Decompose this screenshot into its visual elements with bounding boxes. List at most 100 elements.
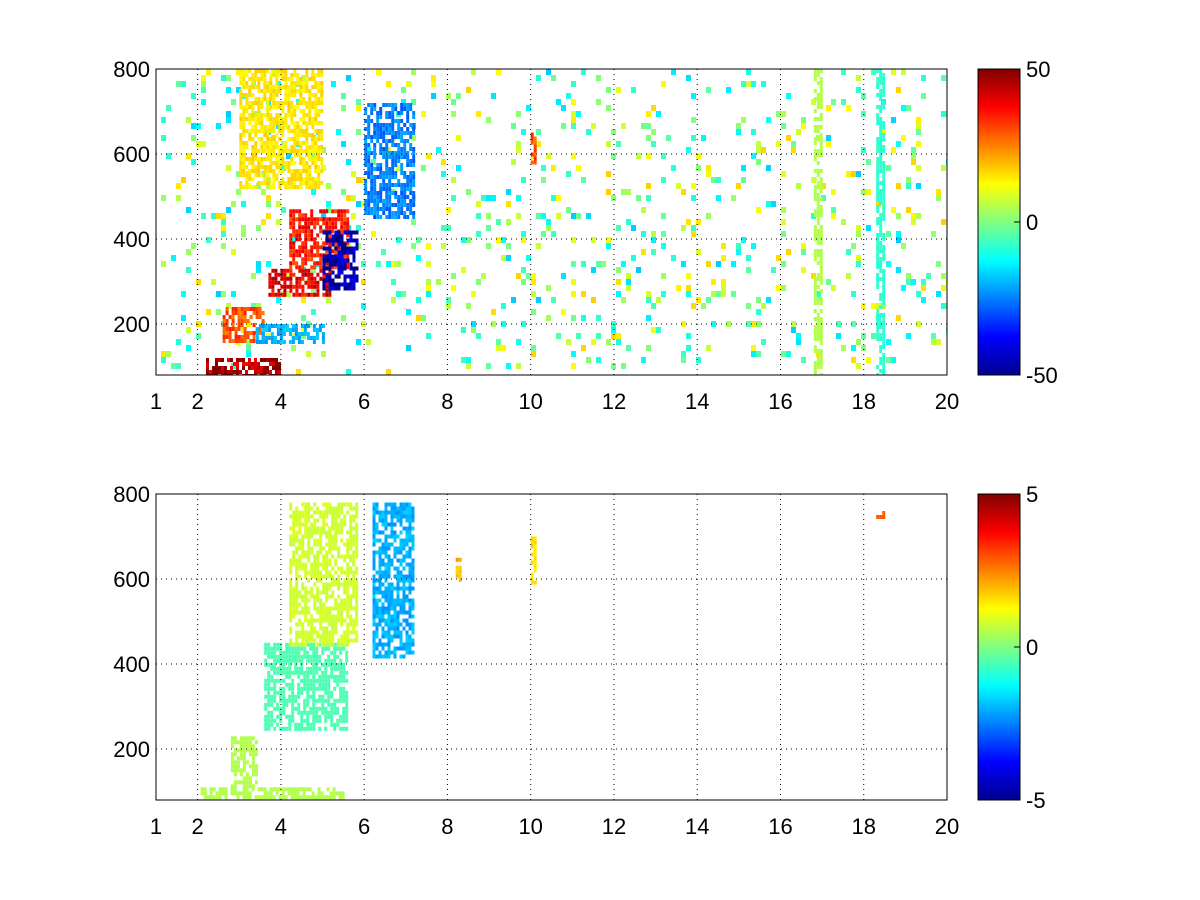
heatmap-cell — [481, 273, 486, 279]
heatmap-cell — [281, 125, 285, 129]
heatmap-cell — [284, 113, 288, 117]
heatmap-cell — [641, 249, 646, 255]
heatmap-cell — [346, 546, 350, 551]
heatmap-cell — [294, 650, 298, 655]
heatmap-cell — [346, 614, 350, 619]
heatmap-cell — [400, 119, 404, 123]
heatmap-cell — [325, 562, 329, 567]
heatmap-cell — [275, 141, 279, 145]
heatmap-cell — [317, 157, 321, 161]
heatmap-cell — [236, 358, 239, 362]
heatmap-cell — [556, 333, 561, 339]
heatmap-cell — [381, 570, 385, 575]
heatmap-cell — [455, 569, 459, 574]
heatmap-cell — [340, 266, 344, 271]
heatmap-cell — [317, 165, 321, 169]
heatmap-cell — [287, 177, 291, 181]
heatmap-cell — [321, 698, 325, 703]
heatmap-cell — [263, 358, 266, 362]
heatmap-cell — [533, 536, 537, 541]
heatmap-cell — [606, 339, 611, 345]
heatmap-cell — [222, 323, 226, 327]
heatmap-cell — [267, 722, 271, 727]
heatmap-cell — [239, 93, 243, 97]
heatmap-cell — [376, 203, 380, 207]
y-tick-label: 400 — [113, 652, 150, 677]
heatmap-cell — [328, 268, 332, 273]
heatmap-cell — [288, 722, 292, 727]
heatmap-cell — [278, 145, 282, 149]
heatmap-cell — [372, 502, 376, 507]
heatmap-cell — [390, 518, 394, 523]
heatmap-cell — [396, 610, 400, 615]
heatmap-cell — [819, 69, 823, 73]
heatmap-cell — [269, 121, 273, 125]
heatmap-cell — [161, 135, 166, 141]
heatmap-cell — [405, 574, 409, 579]
heatmap-cell — [298, 510, 302, 515]
heatmap-cell — [399, 518, 403, 523]
heatmap-cell — [310, 586, 314, 591]
heatmap-cell — [352, 542, 356, 547]
heatmap-cell — [260, 89, 264, 93]
heatmap-cell — [273, 670, 277, 675]
heatmap-cell — [345, 710, 349, 715]
heatmap-cell — [310, 233, 314, 238]
heatmap-cell — [325, 586, 329, 591]
heatmap-cell — [661, 153, 666, 159]
heatmap-cell — [408, 606, 412, 611]
heatmap-cell — [308, 795, 312, 800]
heatmap-cell — [372, 594, 376, 599]
heatmap-cell — [343, 278, 347, 283]
heatmap-cell — [372, 578, 376, 583]
heatmap-cell — [291, 718, 295, 723]
heatmap-cell — [819, 117, 823, 121]
heatmap-cell — [302, 113, 306, 117]
heatmap-cell — [319, 550, 323, 555]
heatmap-cell — [294, 658, 298, 663]
heatmap-cell — [334, 606, 338, 611]
heatmap-cell — [317, 73, 321, 77]
heatmap-cell — [318, 328, 322, 332]
heatmap-cell — [264, 694, 268, 699]
heatmap-cell — [260, 73, 264, 77]
heatmap-cell — [346, 586, 350, 591]
heatmap-cell — [295, 558, 299, 563]
heatmap-cell — [269, 157, 273, 161]
heatmap-cell — [326, 795, 330, 800]
heatmap-cell — [691, 195, 696, 201]
heatmap-cell — [314, 85, 318, 89]
heatmap-cell — [376, 115, 380, 119]
heatmap-cell — [261, 219, 266, 225]
heatmap-cell — [373, 147, 377, 151]
heatmap-cell — [349, 578, 353, 583]
heatmap-cell — [871, 303, 876, 309]
heatmap-cell — [408, 538, 412, 543]
heatmap-cell — [245, 748, 249, 753]
heatmap-cell — [406, 309, 411, 315]
heatmap-cell — [367, 191, 371, 195]
heatmap-cell — [412, 163, 416, 167]
heatmap-cell — [314, 149, 318, 153]
heatmap-cell — [402, 610, 406, 615]
heatmap-cell — [318, 666, 322, 671]
heatmap-cell — [931, 339, 936, 345]
heatmap-cell — [279, 646, 283, 651]
heatmap-cell — [346, 642, 350, 647]
heatmap-cell — [364, 191, 368, 195]
heatmap-cell — [856, 171, 861, 177]
heatmap-cell — [319, 562, 323, 567]
heatmap-cell — [521, 237, 526, 243]
heatmap-cell — [291, 324, 295, 328]
heatmap-cell — [352, 562, 356, 567]
heatmap-cell — [268, 276, 272, 281]
heatmap-cell — [334, 538, 338, 543]
heatmap-cell — [306, 726, 310, 731]
heatmap-cell — [661, 81, 666, 87]
heatmap-cell — [289, 265, 293, 270]
heatmap-cell — [458, 577, 462, 582]
heatmap-cell — [341, 105, 346, 111]
heatmap-cell — [819, 281, 823, 285]
heatmap-cell — [856, 339, 861, 345]
heatmap-cell — [278, 787, 282, 792]
